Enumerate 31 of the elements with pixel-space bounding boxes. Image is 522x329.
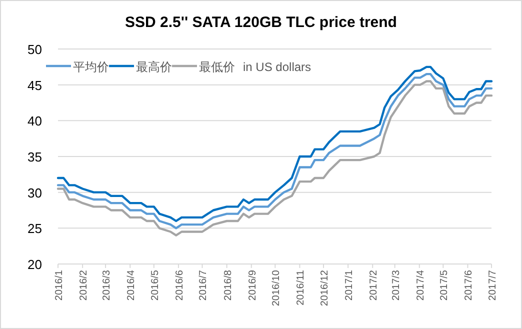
x-tick-label: 2016/5: [150, 270, 161, 301]
x-tick-label: 2017/4: [415, 270, 426, 301]
x-tick-label: 2017/5: [439, 270, 450, 301]
y-tick-label: 25: [28, 221, 42, 236]
y-tick-label: 45: [28, 78, 42, 93]
y-tick-label: 35: [28, 150, 42, 164]
x-tick-label: 2016/1: [54, 270, 65, 301]
x-tick-label: 2016/11: [296, 270, 307, 306]
x-tick-label: 2017/2: [368, 270, 380, 301]
y-tick-label: 50: [28, 42, 42, 57]
x-tick-label: 2016/12: [319, 270, 330, 306]
legend-label: 最高价: [136, 60, 172, 74]
y-tick-label: 30: [28, 185, 42, 200]
x-tick-label: 2016/2: [78, 270, 90, 301]
x-tick-label: 2017/1: [344, 270, 356, 301]
x-tick-label: 2017/6: [464, 270, 475, 301]
x-tick-label: 2016/6: [174, 270, 186, 301]
legend-label: 平均价: [73, 60, 109, 74]
x-tick-label: 2017/7: [488, 270, 498, 301]
annotation: in US dollars: [243, 60, 312, 74]
x-tick-label: 2016/3: [102, 270, 113, 301]
chart-title: SSD 2.5'' SATA 120GB TLC price trend: [125, 14, 397, 31]
x-tick-label: 2016/7: [198, 270, 210, 301]
x-tick-label: 2016/9: [247, 270, 258, 301]
legend-label: 最低价: [199, 60, 235, 74]
x-tick-label: 2017/3: [390, 270, 402, 301]
y-tick-label: 20: [28, 257, 42, 272]
x-tick-label: 2016/8: [222, 270, 234, 301]
x-tick-label: 2016/4: [126, 270, 138, 301]
y-tick-label: 40: [28, 114, 42, 129]
x-tick-label: 2016/10: [271, 270, 282, 306]
